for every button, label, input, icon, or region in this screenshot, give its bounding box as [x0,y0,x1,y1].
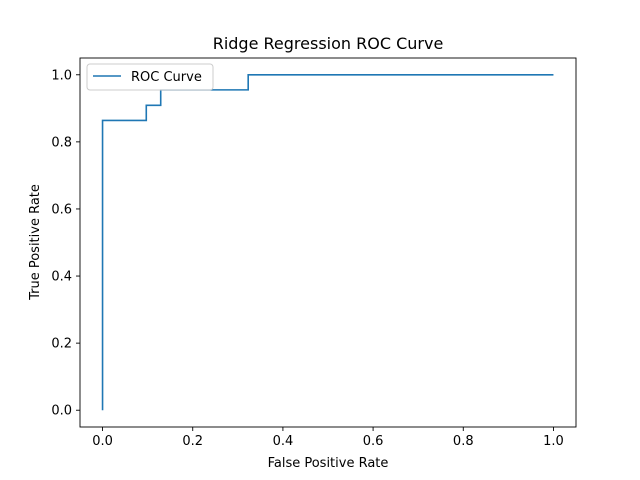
x-tick-label: 0.8 [453,434,474,449]
y-tick-label: 0.6 [51,202,72,217]
y-tick-label: 1.0 [51,68,72,83]
x-axis-label: False Positive Rate [268,456,389,471]
plot-area: 0.0 0.2 0.4 0.6 0.8 1.0 0.0 0.2 0.4 0.6 0.8 1.0 [51,57,577,449]
legend: ROC Curve [86,63,214,91]
y-tick-label: 0.8 [51,135,72,150]
axes-frame [79,57,577,428]
y-tick-label: 0.2 [51,337,72,352]
legend-label-roc-curve: ROC Curve [131,70,202,85]
series-line-roc-curve [101,73,554,411]
x-tick-label: 0.6 [363,434,384,449]
y-tick-label: 0.0 [51,404,72,419]
x-tick-label: 1.0 [543,434,564,449]
x-tick-label: 0.4 [273,434,294,449]
x-tick-label: 0.2 [182,434,203,449]
y-tick-label: 0.4 [51,270,72,285]
y-axis-label: True Positive Rate [28,184,43,301]
x-tick-label: 0.0 [92,434,113,449]
legend-box [86,63,214,91]
chart-title: Ridge Regression ROC Curve [213,34,444,53]
